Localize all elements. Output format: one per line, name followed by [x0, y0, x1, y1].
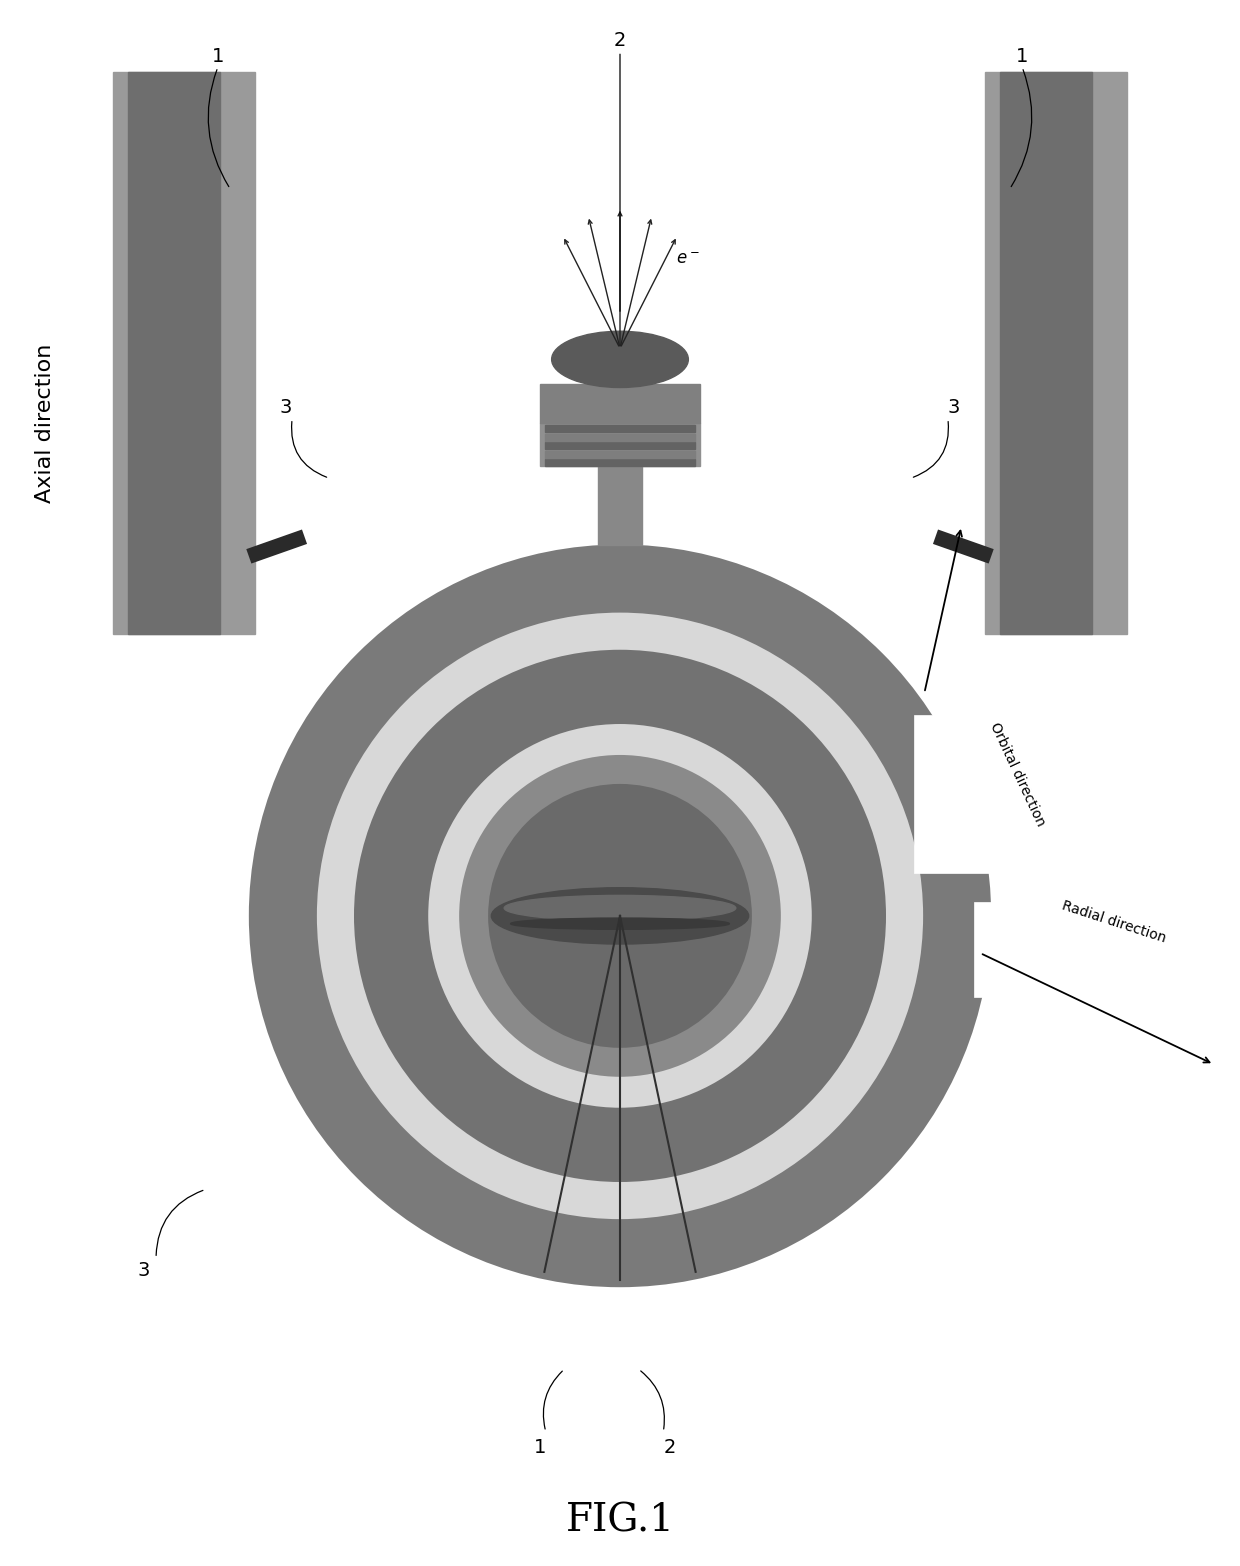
Ellipse shape: [353, 650, 887, 1182]
FancyBboxPatch shape: [973, 902, 1240, 998]
Bar: [544, 459, 696, 467]
Text: 2: 2: [614, 31, 626, 50]
Text: 1: 1: [1016, 47, 1028, 66]
Bar: [999, 72, 1092, 634]
Ellipse shape: [459, 755, 781, 1077]
FancyBboxPatch shape: [914, 714, 1120, 872]
Text: 2: 2: [663, 1438, 676, 1456]
Ellipse shape: [489, 785, 751, 1048]
Bar: [113, 72, 255, 634]
Bar: [1, 2, 1239, 545]
Ellipse shape: [552, 332, 688, 387]
Bar: [539, 423, 701, 467]
Text: 1: 1: [533, 1438, 546, 1456]
Text: 3: 3: [138, 1261, 150, 1281]
Bar: [544, 434, 696, 440]
Bar: [599, 467, 641, 545]
Bar: [128, 72, 219, 634]
Bar: [985, 72, 1127, 634]
Text: 3: 3: [947, 398, 960, 417]
Text: 1: 1: [212, 47, 224, 66]
Bar: [544, 442, 696, 449]
Text: $e^-$: $e^-$: [676, 251, 699, 268]
Ellipse shape: [317, 612, 923, 1220]
Ellipse shape: [511, 918, 729, 929]
Ellipse shape: [249, 545, 991, 1287]
Text: Radial direction: Radial direction: [1060, 899, 1168, 946]
Bar: [544, 451, 696, 457]
Ellipse shape: [505, 896, 735, 921]
Text: Axial direction: Axial direction: [35, 345, 55, 503]
Bar: [544, 424, 696, 432]
Bar: [539, 384, 701, 423]
Ellipse shape: [428, 723, 812, 1107]
Text: Orbital direction: Orbital direction: [987, 720, 1048, 828]
Text: 3: 3: [280, 398, 293, 417]
Text: FIG.1: FIG.1: [565, 1502, 675, 1539]
Ellipse shape: [491, 888, 749, 944]
